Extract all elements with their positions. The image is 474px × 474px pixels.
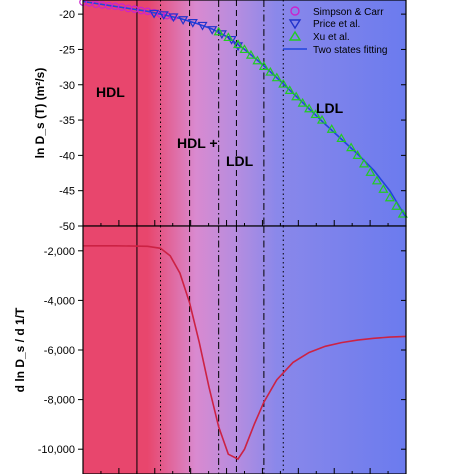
top-panel: -20-25-30-35-40-45-50 ln D_s (T) (m²/s) … — [33, 0, 408, 233]
y-tick-label: -35 — [59, 115, 75, 127]
data-point-triangle-down — [207, 26, 218, 35]
bottom-y-ticks: -2,000 -4,000 -6,000 -8,000 -10,000 — [38, 246, 406, 456]
data-point-triangle-down — [149, 9, 160, 19]
data-point-triangle-up — [291, 91, 302, 101]
data-point-triangle-up — [352, 150, 363, 159]
top-series-layer — [79, 0, 408, 218]
bottom-panel-background — [83, 226, 406, 474]
y-tick-label: -8,000 — [44, 395, 75, 407]
data-point-triangle-down — [187, 19, 198, 28]
data-point-triangle-up — [258, 61, 269, 70]
data-point-triangle-up — [365, 167, 376, 176]
data-point-triangle-up — [371, 175, 382, 185]
data-point-triangle-up — [213, 26, 224, 36]
data-point-triangle-down — [158, 11, 169, 21]
y-tick-label: -40 — [59, 150, 75, 162]
region-label-mix-line1: HDL + — [177, 135, 218, 151]
data-point-triangle-up — [265, 66, 276, 76]
data-point-triangle-up — [304, 103, 315, 113]
legend-item-fit: Two states fitting — [283, 45, 387, 56]
y-tick-label: -45 — [59, 186, 75, 198]
region-label-mix-line2: LDL — [226, 153, 254, 169]
region-label-hdl: HDL — [96, 84, 125, 100]
top-vertical-lines — [136, 0, 284, 226]
data-point-triangle-up — [245, 49, 256, 59]
data-point-triangle-up — [271, 72, 282, 82]
data-point-triangle-up — [233, 39, 244, 49]
data-point-triangle-up — [378, 184, 389, 193]
bottom-panel-frame — [82, 225, 407, 474]
y-tick-label: -10,000 — [38, 444, 75, 456]
legend-item-price: Price et al. — [288, 19, 360, 30]
derivative-curve-line — [83, 245, 407, 461]
data-point-triangle-up — [284, 85, 295, 95]
y-tick-label: -50 — [59, 221, 75, 233]
legend-label: Two states fitting — [313, 45, 387, 56]
bottom-panel: -2,000 -4,000 -6,000 -8,000 -10,000 d ln D_s… — [13, 220, 407, 474]
data-point-triangle-down — [197, 21, 208, 31]
y-tick-label: -4,000 — [44, 295, 75, 307]
legend-marker-triangle-up — [288, 30, 302, 41]
data-point-triangle-up — [397, 208, 408, 218]
region-label-ldl: LDL — [316, 100, 344, 116]
data-point-triangle-up — [252, 55, 263, 65]
y-tick-label: -6,000 — [44, 345, 75, 357]
data-point-triangle-up — [326, 124, 337, 133]
data-point-triangle-up — [384, 192, 395, 202]
data-point-triangle-up — [358, 158, 370, 168]
data-point-triangle-up — [297, 97, 308, 107]
data-point-triangle-up — [278, 78, 289, 88]
data-point-triangle-up — [239, 44, 250, 54]
top-panel-background — [83, 0, 406, 226]
legend-marker-triangle-down — [288, 19, 302, 30]
bottom-vertical-lines — [136, 226, 284, 474]
y-tick-label: -25 — [59, 44, 75, 56]
data-point-triangle-up — [310, 109, 321, 119]
data-point-triangle-up — [336, 133, 347, 143]
legend: Simpson & Carr Price et al. Xu et al. Tw… — [283, 6, 387, 56]
y-tick-label: -2,000 — [44, 246, 75, 258]
legend-label: Price et al. — [313, 19, 360, 30]
bottom-series-layer — [83, 245, 407, 461]
data-point-triangle-up — [346, 142, 357, 152]
bottom-y-axis-label: d ln D_s / d 1/T — [13, 307, 27, 392]
legend-item-simpson-carr: Simpson & Carr — [290, 6, 384, 18]
data-point-triangle-down — [233, 42, 244, 52]
y-tick-label: -30 — [59, 80, 75, 92]
legend-marker-circle — [290, 6, 300, 16]
y-tick-label: -20 — [59, 9, 75, 21]
data-point-triangle-up — [316, 114, 328, 124]
data-point-triangle-down — [168, 13, 179, 23]
data-point-triangle-up — [391, 201, 402, 210]
legend-item-xu: Xu et al. — [288, 30, 350, 43]
legend-label: Xu et al. — [313, 32, 350, 43]
top-y-axis-label: ln D_s (T) (m²/s) — [33, 68, 47, 159]
legend-label: Simpson & Carr — [313, 7, 384, 18]
data-point-triangle-down — [178, 16, 189, 25]
data-point-triangle-up — [223, 32, 234, 42]
